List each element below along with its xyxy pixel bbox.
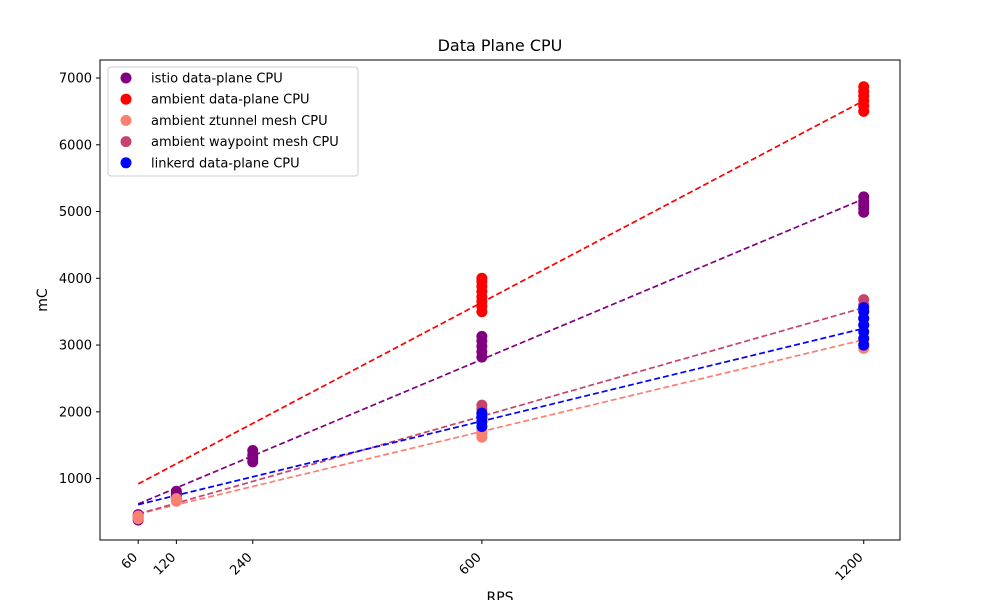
data-point [858,191,870,203]
legend-marker [120,72,132,84]
x-tick-label: 600 [457,550,485,578]
x-tick-label: 1200 [833,550,867,584]
y-tick-label: 7000 [59,72,92,87]
legend-marker [120,157,132,169]
legend-entry: linkerd data-plane CPU [151,156,300,171]
legend-marker [120,93,132,105]
data-point [858,302,870,314]
x-tick-label: 240 [227,550,255,578]
legend: istio data-plane CPU ambient data-plane C… [107,66,359,177]
y-tick-label: 2000 [59,405,92,420]
legend-entry: ambient waypoint mesh CPU [151,135,339,150]
plot-area [99,59,901,541]
y-tick-label: 1000 [59,472,92,487]
trend-lines [137,99,865,515]
legend-box [107,66,359,177]
x-tick-label: 60 [119,550,141,572]
y-tick-label: 3000 [59,339,92,354]
trend-line [137,306,864,515]
legend-marker [120,136,132,148]
trend-line [137,327,864,506]
data-point [132,510,144,522]
x-tick-label: 120 [151,550,179,578]
y-axis-label: mC [35,288,51,312]
data-point [476,399,488,411]
data-points [132,81,870,526]
y-tick-label: 4000 [59,272,92,287]
legend-entry: ambient data-plane CPU [151,93,310,108]
data-point [247,445,259,457]
x-axis: 60 120 240 600 1200 [119,540,867,584]
x-axis-label: RPS [486,590,513,600]
data-point [476,407,488,419]
data-point [170,493,182,505]
chart-title: Data Plane CPU [438,36,563,55]
data-point [858,294,870,306]
trend-line [137,99,865,485]
legend-entry: istio data-plane CPU [151,72,283,87]
y-tick-label: 5000 [59,205,92,220]
data-point [476,330,488,342]
legend-marker [120,114,132,126]
y-axis: 1000 2000 3000 4000 5000 6000 7000 [59,72,100,487]
trend-line [137,198,865,505]
data-point [858,81,870,93]
data-point [476,272,488,284]
legend-entry: ambient ztunnel mesh CPU [151,114,328,129]
y-tick-label: 6000 [59,138,92,153]
trend-line [137,338,864,515]
